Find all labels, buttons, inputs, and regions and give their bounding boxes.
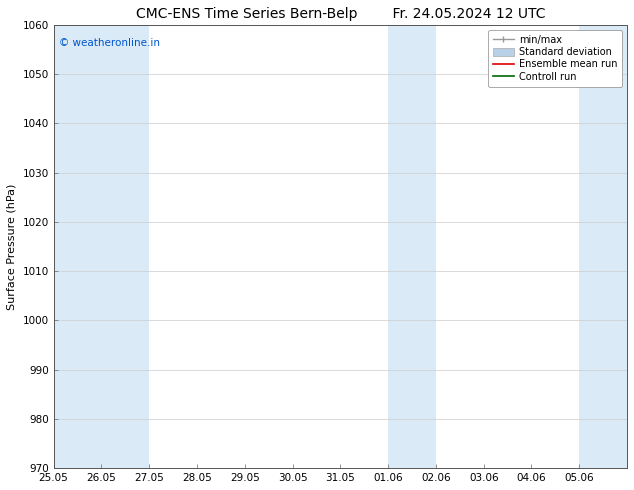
Legend: min/max, Standard deviation, Ensemble mean run, Controll run: min/max, Standard deviation, Ensemble me… xyxy=(488,30,622,87)
Bar xyxy=(579,25,627,468)
Bar xyxy=(54,25,101,468)
Text: © weatheronline.in: © weatheronline.in xyxy=(60,38,160,48)
Bar xyxy=(388,25,436,468)
Title: CMC-ENS Time Series Bern-Belp        Fr. 24.05.2024 12 UTC: CMC-ENS Time Series Bern-Belp Fr. 24.05.… xyxy=(136,7,545,21)
Bar xyxy=(101,25,149,468)
Y-axis label: Surface Pressure (hPa): Surface Pressure (hPa) xyxy=(7,183,17,310)
